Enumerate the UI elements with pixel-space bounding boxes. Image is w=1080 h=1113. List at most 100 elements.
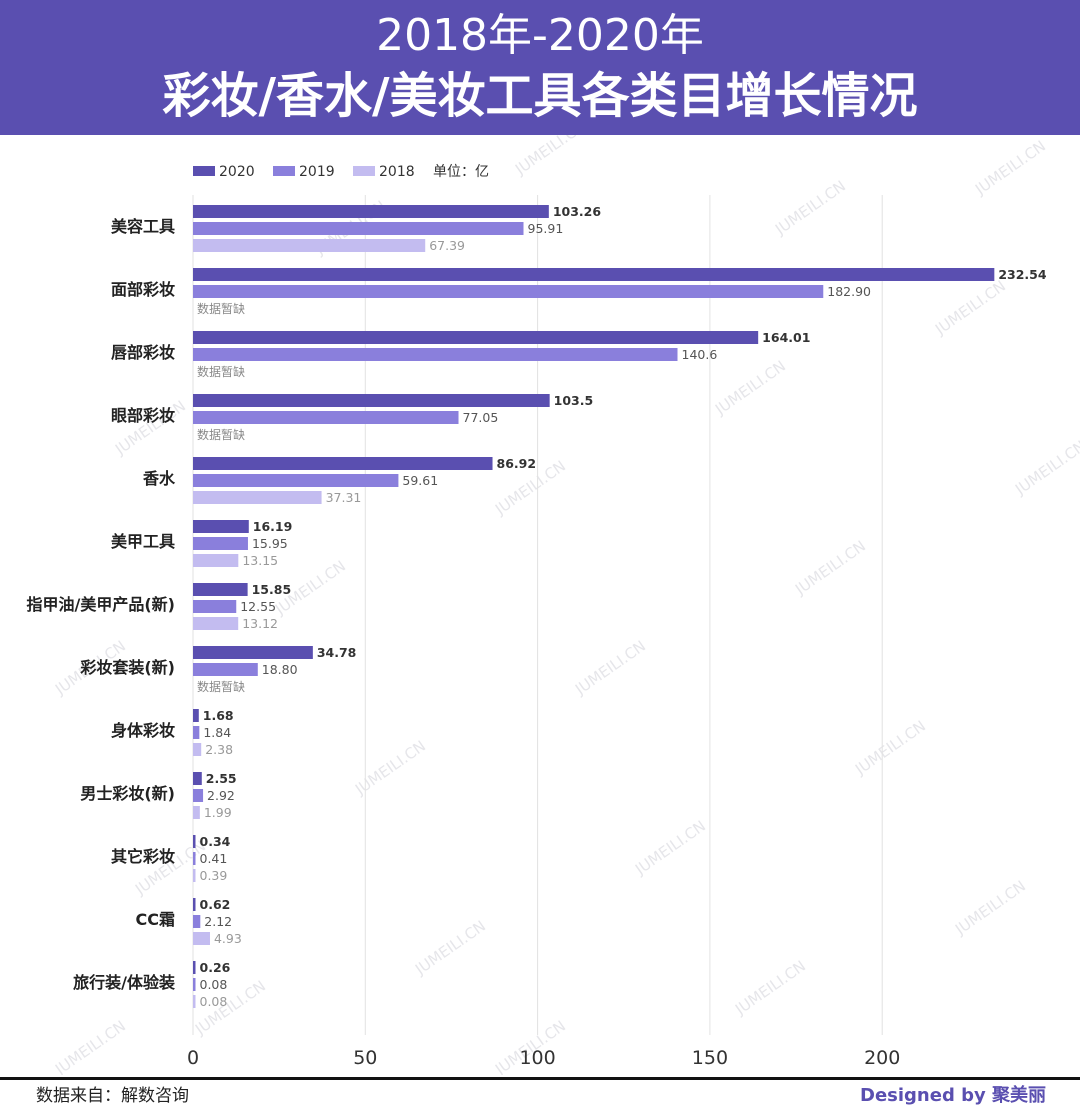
category-label: 美容工具 xyxy=(111,217,175,236)
bar-2020 xyxy=(193,709,199,722)
category-label: 面部彩妆 xyxy=(111,280,175,299)
category-label: 旅行装/体验装 xyxy=(73,973,175,992)
category-label: 身体彩妆 xyxy=(111,721,175,740)
data-label-2019: 2.12 xyxy=(204,914,232,929)
watermark-text: JUMEILI.CN xyxy=(631,817,709,879)
bar-2020 xyxy=(193,835,196,848)
data-label-2019: 77.05 xyxy=(463,410,499,425)
bar-2020 xyxy=(193,646,313,659)
legend-swatch-2019 xyxy=(273,166,295,176)
data-label-2018: 13.15 xyxy=(242,553,278,568)
bar-2018 xyxy=(193,239,426,252)
x-tick-label: 200 xyxy=(864,1047,900,1069)
data-label-2020: 232.54 xyxy=(998,267,1047,282)
bar-2019 xyxy=(193,852,196,865)
bar-2019 xyxy=(193,474,399,487)
watermark-text: JUMEILI.CN xyxy=(731,957,809,1019)
bar-2020 xyxy=(193,331,759,344)
watermark-text: JUMEILI.CN xyxy=(411,917,489,979)
bar-2018 xyxy=(193,806,200,819)
data-label-2018: 13.12 xyxy=(242,616,278,631)
data-label-2019: 140.6 xyxy=(682,347,718,362)
data-label-2020: 164.01 xyxy=(762,330,810,345)
data-label-2018: 37.31 xyxy=(326,490,362,505)
watermark-text: JUMEILI.CN xyxy=(51,1017,129,1075)
data-label-2020: 15.85 xyxy=(252,582,292,597)
data-label-2018: 1.99 xyxy=(204,805,232,820)
bar-2020 xyxy=(193,583,248,596)
watermark-text: JUMEILI.CN xyxy=(351,737,429,799)
data-label-2019: 59.61 xyxy=(402,473,438,488)
missing-data-label: 数据暂缺 xyxy=(197,427,245,442)
bar-2019 xyxy=(193,348,678,361)
watermark-text: JUMEILI.CN xyxy=(571,637,649,699)
data-label-2020: 0.62 xyxy=(200,897,231,912)
bar-2020 xyxy=(193,205,549,218)
watermark-text: JUMEILI.CN xyxy=(511,135,589,179)
bar-2019 xyxy=(193,222,524,235)
title-line-1: 2018年-2020年 xyxy=(376,10,704,61)
watermark-text: JUMEILI.CN xyxy=(711,357,789,419)
category-label: 香水 xyxy=(142,469,176,488)
data-label-2020: 34.78 xyxy=(317,645,357,660)
bar-2019 xyxy=(193,285,824,298)
category-label: 其它彩妆 xyxy=(111,847,175,866)
x-tick-label: 100 xyxy=(519,1047,555,1069)
data-label-2020: 86.92 xyxy=(497,456,537,471)
bar-2020 xyxy=(193,898,196,911)
data-label-2020: 2.55 xyxy=(206,771,237,786)
bar-2019 xyxy=(193,789,204,802)
data-label-2019: 0.41 xyxy=(200,851,228,866)
x-tick-label: 0 xyxy=(187,1047,199,1069)
designer-credit: Designed by 聚美丽 xyxy=(860,1085,1046,1106)
bar-2018 xyxy=(193,617,239,630)
title-line-2: 彩妆/香水/美妆工具各类目增长情况 xyxy=(162,68,918,124)
watermark-text: JUMEILI.CN xyxy=(1011,437,1080,499)
footer-divider xyxy=(0,1077,1080,1080)
unit-label: 单位：亿 xyxy=(433,164,489,180)
category-label: 指甲油/美甲产品(新) xyxy=(27,595,175,614)
legend-label-2018: 2018 xyxy=(379,164,415,180)
bar-2020 xyxy=(193,520,249,533)
data-label-2019: 15.95 xyxy=(252,536,288,551)
data-label-2018: 4.93 xyxy=(214,931,242,946)
bar-chart: JUMEILI.CN JUMEILI.CN JUMEILI.CN JUMEILI.CN… xyxy=(27,135,1080,1075)
data-label-2019: 18.80 xyxy=(262,662,298,677)
data-label-2019: 182.90 xyxy=(827,284,871,299)
watermark-text: JUMEILI.CN xyxy=(791,537,869,599)
data-label-2020: 103.26 xyxy=(553,204,602,219)
bar-2018 xyxy=(193,554,239,567)
bar-2020 xyxy=(193,961,196,974)
data-label-2019: 1.84 xyxy=(203,725,231,740)
data-label-2020: 0.26 xyxy=(200,960,231,975)
watermark-text: JUMEILI.CN xyxy=(971,137,1049,199)
bar-2019 xyxy=(193,978,196,991)
x-tick-label: 50 xyxy=(353,1047,377,1069)
bar-2020 xyxy=(193,268,995,281)
x-tick-label: 150 xyxy=(692,1047,728,1069)
category-label: 眼部彩妆 xyxy=(111,406,175,425)
header-banner: 2018年-2020年 彩妆/香水/美妆工具各类目增长情况 xyxy=(0,0,1080,135)
bar-2019 xyxy=(193,663,258,676)
category-label: 男士彩妆(新) xyxy=(80,784,175,803)
bar-2020 xyxy=(193,772,202,785)
missing-data-label: 数据暂缺 xyxy=(197,301,245,316)
data-label-2018: 67.39 xyxy=(429,238,465,253)
data-label-2020: 1.68 xyxy=(203,708,234,723)
bar-2020 xyxy=(193,394,550,407)
bar-2019 xyxy=(193,411,459,424)
data-label-2019: 95.91 xyxy=(528,221,564,236)
data-source: 数据来自：解数咨询 xyxy=(36,1086,189,1106)
bar-2018 xyxy=(193,932,210,945)
legend-label-2020: 2020 xyxy=(219,164,255,180)
data-label-2020: 0.34 xyxy=(200,834,231,849)
data-label-2019: 2.92 xyxy=(207,788,235,803)
missing-data-label: 数据暂缺 xyxy=(197,364,245,379)
bar-2019 xyxy=(193,726,200,739)
bar-2018 xyxy=(193,869,196,882)
bar-2018 xyxy=(193,995,196,1008)
bar-2020 xyxy=(193,457,493,470)
bar-2018 xyxy=(193,491,322,504)
data-label-2018: 0.08 xyxy=(200,994,228,1009)
bar-2019 xyxy=(193,537,248,550)
